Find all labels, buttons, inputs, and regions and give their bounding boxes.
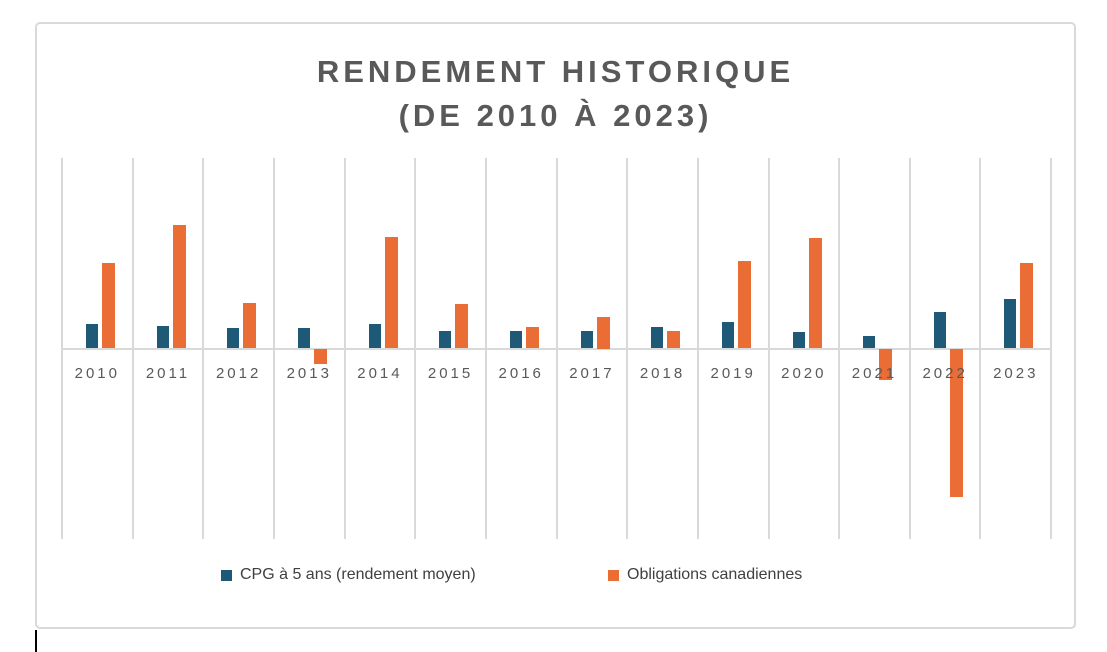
x-axis-label-2022: 2022	[922, 364, 968, 382]
bar-obligations-2015[interactable]	[455, 304, 469, 349]
legend-item-obligations[interactable]: Obligations canadiennes	[608, 564, 802, 586]
x-axis-label-2023: 2023	[993, 364, 1039, 382]
bar-cpg-5-ans-2016[interactable]	[509, 330, 522, 349]
bar-obligations-2017[interactable]	[596, 316, 610, 349]
x-axis-line	[62, 347, 1052, 350]
x-axis-label-2015: 2015	[427, 364, 474, 382]
bar-obligations-2023[interactable]	[1020, 263, 1034, 349]
bar-cpg-5-ans-2020[interactable]	[792, 331, 805, 349]
x-axis-label-2013: 2013	[286, 364, 332, 382]
bar-obligations-2020[interactable]	[808, 238, 822, 349]
x-axis-label-2017: 2017	[569, 364, 615, 382]
legend-swatch-cpg-icon	[221, 569, 232, 581]
legend-swatch-obligations-icon	[608, 569, 619, 581]
x-axis-label-2020: 2020	[781, 364, 827, 382]
bar-cpg-5-ans-2023[interactable]	[1004, 298, 1017, 349]
bar-obligations-2019[interactable]	[737, 260, 751, 349]
bar-cpg-5-ans-2022[interactable]	[933, 311, 946, 349]
bar-cpg-5-ans-2012[interactable]	[227, 328, 240, 349]
bar-cpg-5-ans-2013[interactable]	[297, 328, 310, 349]
bar-obligations-2011[interactable]	[172, 225, 186, 349]
x-axis-label-2010: 2010	[74, 364, 120, 382]
bar-obligations-2012[interactable]	[243, 302, 257, 349]
bar-cpg-5-ans-2015[interactable]	[439, 330, 452, 349]
chart-title-line2: (DE 2010 À 2023)	[398, 98, 713, 133]
bar-obligations-2018[interactable]	[667, 330, 681, 349]
x-axis-label-2016: 2016	[498, 364, 544, 382]
bar-cpg-5-ans-2021[interactable]	[863, 335, 876, 349]
bar-cpg-5-ans-2018[interactable]	[651, 326, 664, 349]
plot-area: 2010 2011 2012 2013 2014 2015 2016 2017 2018 2019…	[37, 24, 1074, 627]
bar-obligations-2013[interactable]	[313, 348, 327, 364]
gridline	[1050, 158, 1053, 539]
x-axis-label-2011: 2011	[145, 364, 191, 382]
x-axis-label-2021: 2021	[851, 364, 898, 382]
bar-obligations-2021[interactable]	[879, 348, 893, 381]
bar-cpg-5-ans-2014[interactable]	[368, 324, 381, 349]
chart-title: RENDEMENT HISTORIQUE (DE 2010 À 2023)	[37, 50, 1074, 138]
bar-cpg-5-ans-2017[interactable]	[580, 330, 593, 349]
bar-cpg-5-ans-2010[interactable]	[86, 324, 99, 349]
legend-label-obligations: Obligations canadiennes	[627, 566, 803, 583]
x-axis-label-2019: 2019	[710, 364, 756, 382]
legend-item-cpg[interactable]: CPG à 5 ans (rendement moyen)	[221, 564, 476, 586]
bar-obligations-2022[interactable]	[949, 348, 963, 498]
x-axis-label-2014: 2014	[357, 364, 403, 382]
chart-title-line1: RENDEMENT HISTORIQUE	[316, 54, 795, 89]
bar-obligations-2016[interactable]	[525, 326, 539, 349]
chart-frame[interactable]: RENDEMENT HISTORIQUE (DE 2010 À 2023) 20…	[35, 22, 1076, 629]
x-axis-label-2012: 2012	[215, 364, 262, 382]
bar-cpg-5-ans-2011[interactable]	[156, 325, 169, 349]
bar-obligations-2010[interactable]	[102, 263, 116, 349]
bar-cpg-5-ans-2019[interactable]	[721, 321, 734, 349]
bar-obligations-2014[interactable]	[384, 236, 398, 349]
x-axis-label-2018: 2018	[639, 364, 686, 382]
text-cursor	[35, 630, 37, 652]
legend-label-cpg: CPG à 5 ans (rendement moyen)	[240, 566, 476, 583]
